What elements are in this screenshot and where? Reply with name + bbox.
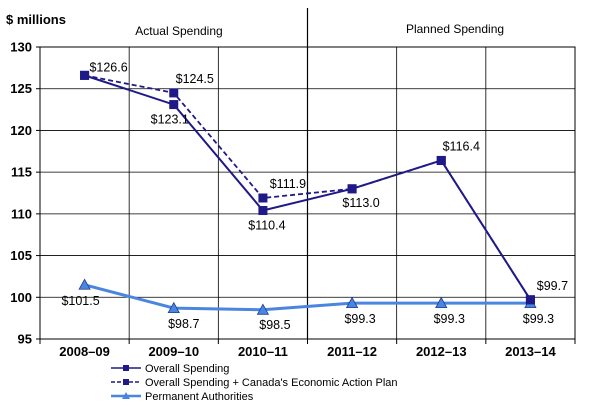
marker-triangle <box>435 296 448 309</box>
data-label: $98.5 <box>259 318 290 332</box>
legend-label: Overall Spending <box>145 363 229 375</box>
marker-square <box>80 70 90 80</box>
legend-marker-square <box>123 379 129 385</box>
marker-square <box>169 88 179 98</box>
legend-marker-square <box>123 365 129 371</box>
data-label: $101.5 <box>61 294 99 308</box>
data-label: $98.7 <box>168 317 199 331</box>
y-tick-label: 100 <box>10 290 32 305</box>
x-category-label: 2008–09 <box>59 344 110 359</box>
data-label: $116.4 <box>443 139 480 153</box>
marker-triangle <box>256 303 270 315</box>
x-axis-categories: 2008–09 2009–10 2010–11 2011–12 2012–13 2013–… <box>39 339 576 359</box>
marker-square <box>258 206 268 216</box>
y-tick-label: 130 <box>10 40 32 55</box>
series-line <box>84 283 531 312</box>
series-lines <box>78 70 537 315</box>
y-tick-label: 115 <box>11 165 32 180</box>
x-category-label: 2009–10 <box>148 344 199 359</box>
data-label: $126.6 <box>89 60 127 74</box>
marker-square <box>169 100 179 110</box>
section-label-actual: Actual Spending <box>135 24 222 38</box>
y-tick-label: 125 <box>10 81 32 96</box>
marker-square <box>258 193 268 203</box>
legend-label: Permanent Authorities <box>145 391 254 403</box>
section-dividers <box>128 8 487 339</box>
data-label: $99.3 <box>344 312 375 326</box>
marker-square <box>436 155 446 165</box>
y-tick-label: 120 <box>10 123 32 138</box>
y-axis-unit-label: $ millions <box>6 12 66 27</box>
y-tick-label: 105 <box>10 248 32 263</box>
data-label: $99.3 <box>434 312 465 326</box>
marker-square <box>525 295 535 305</box>
data-label: $99.7 <box>537 279 568 293</box>
series-line <box>84 74 532 301</box>
data-label: $111.9 <box>270 177 306 191</box>
data-label: $123.1 <box>151 113 189 127</box>
series-2 <box>78 278 537 315</box>
legend-label: Overall Spending + Canada's Economic Act… <box>145 377 398 389</box>
data-label: $110.4 <box>248 219 285 233</box>
data-label: $99.3 <box>523 312 554 326</box>
data-label: $113.0 <box>342 196 379 210</box>
y-tick-label: 95 <box>18 332 32 347</box>
x-category-label: 2011–12 <box>327 344 377 359</box>
legend: Overall Spending Overall Spending + Canad… <box>111 363 398 403</box>
marker-triangle <box>78 278 91 290</box>
data-labels: $123.1 $110.4 $113.0 $116.4 $99.7 $126.6 $124.… <box>61 60 568 331</box>
plot-frame <box>39 46 576 340</box>
y-tick-label: 110 <box>11 206 32 221</box>
y-axis-ticks: 95 100 105 110 115 120 125 130 <box>10 40 40 347</box>
marker-triangle <box>345 296 359 309</box>
marker-square <box>347 184 357 194</box>
data-label: $124.5 <box>176 72 214 86</box>
legend-marker-triangle <box>122 392 130 399</box>
series-0 <box>80 70 535 305</box>
x-category-label: 2012–13 <box>416 344 467 359</box>
series-line <box>84 74 532 301</box>
x-category-label: 2013–14 <box>505 344 556 359</box>
marker-triangle <box>167 301 180 314</box>
x-category-label: 2010–11 <box>238 344 288 359</box>
section-label-planned: Planned Spending <box>406 22 504 36</box>
